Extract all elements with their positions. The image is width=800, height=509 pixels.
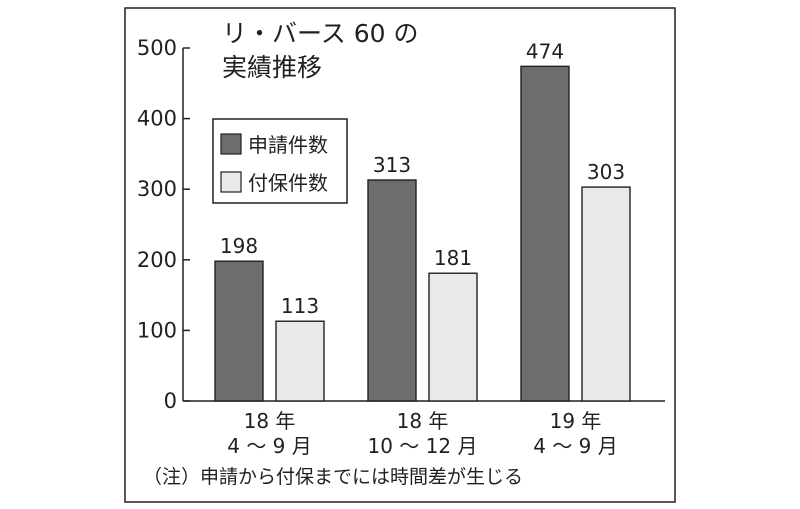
- bar-applications-0: [214, 260, 264, 402]
- chart-note: （注）申請から付保までには時間差が生じる: [143, 466, 523, 488]
- chart-title-line-2: 実績推移: [222, 53, 322, 82]
- bar-value-label: 181: [434, 246, 472, 270]
- bar-insured-2: [581, 186, 631, 402]
- x-category-label: 18 年: [397, 409, 449, 433]
- bar-value-label: 303: [587, 160, 625, 184]
- chart-title-line-1: リ・バース 60 の: [222, 19, 418, 48]
- legend-label-applications: 申請件数: [248, 133, 328, 157]
- legend-swatch-insured: [220, 171, 242, 193]
- chart-frame: [124, 7, 676, 503]
- x-category-label: 19 年: [550, 409, 602, 433]
- x-category-label: 18 年: [244, 409, 296, 433]
- y-tick-label: 100: [137, 318, 177, 342]
- value-labels: 198 113 313 181 474 303: [220, 39, 625, 318]
- bars: [214, 65, 631, 402]
- bar-value-label: 113: [281, 294, 319, 318]
- x-category-label: 10 ～ 12 月: [368, 434, 478, 458]
- y-tick-label: 0: [164, 389, 177, 413]
- y-tick-label: 200: [137, 248, 177, 272]
- bar-value-label: 474: [526, 39, 564, 63]
- legend-swatch-applications: [220, 133, 242, 155]
- x-axis-labels: 18 年4 ～ 9 月18 年10 ～ 12 月19 年4 ～ 9 月: [227, 409, 618, 458]
- bar-value-label: 198: [220, 234, 258, 258]
- bar-applications-2: [520, 65, 570, 402]
- y-tick-label: 300: [137, 177, 177, 201]
- bar-value-label: 313: [373, 153, 411, 177]
- x-category-label: 4 ～ 9 月: [227, 434, 312, 458]
- y-tick-label: 500: [137, 36, 177, 60]
- bar-applications-1: [367, 179, 417, 402]
- legend-label-insured: 付保件数: [248, 171, 328, 195]
- bar-insured-0: [275, 320, 325, 402]
- bar-insured-1: [428, 272, 478, 402]
- y-tick-label: 400: [137, 107, 177, 131]
- x-category-label: 4 ～ 9 月: [533, 434, 618, 458]
- y-axis: 0 100 200 300 400 500: [137, 36, 665, 413]
